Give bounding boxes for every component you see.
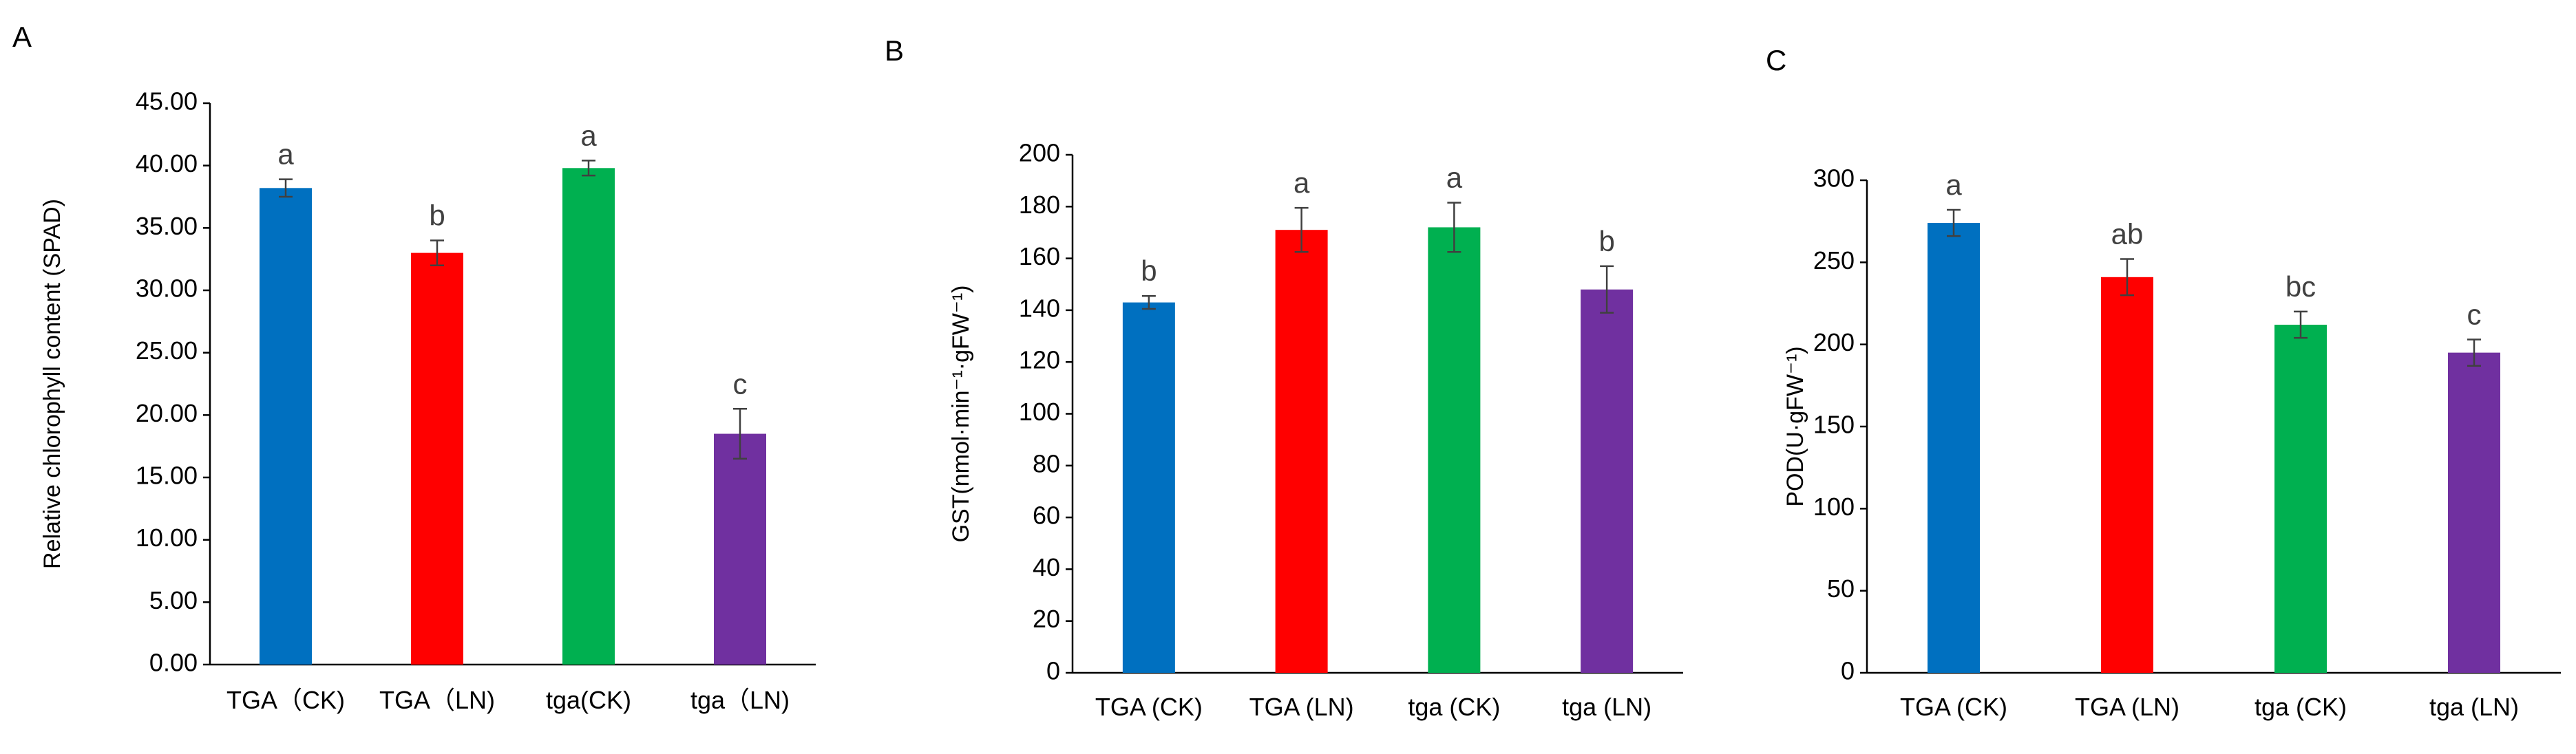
x-tick-label: tga (CK)	[2255, 693, 2347, 721]
significance-letter: b	[1598, 225, 1614, 257]
significance-letter: a	[1294, 166, 1310, 199]
y-tick-label: 200	[1019, 139, 1060, 167]
x-tick-label: TGA (LN)	[2075, 693, 2179, 721]
bar	[1928, 223, 1980, 673]
x-tick-label: tga (CK)	[1408, 693, 1500, 721]
significance-letter: c	[2467, 299, 2482, 331]
y-tick-label: 15.00	[136, 462, 198, 490]
y-tick-label: 20.00	[136, 399, 198, 427]
y-tick-label: 200	[1813, 328, 1855, 356]
panel-b: B GST(nmol·min⁻¹·gFW⁻¹) 0 20 40 60 80 100 120 1…	[885, 34, 1683, 721]
bar	[2448, 352, 2500, 673]
x-tick-label: TGA (CK)	[1900, 693, 2007, 721]
bar	[411, 252, 463, 665]
y-tick-label: 40	[1033, 553, 1060, 581]
x-tick-label: TGA（LN)	[379, 686, 495, 714]
significance-letter: a	[1446, 162, 1463, 194]
x-tick-label: TGA (CK)	[1095, 693, 1203, 721]
y-tick-label: 10.00	[136, 524, 198, 552]
y-ticks: 0.00 5.00 10.00 15.00 20.00 25.00 30.00 35.00 40…	[136, 87, 210, 677]
y-tick-label: 250	[1813, 246, 1855, 274]
y-tick-label: 120	[1019, 346, 1060, 374]
y-tick-label: 180	[1019, 191, 1060, 219]
significance-letter: a	[580, 119, 597, 151]
y-ticks: 0 20 40 60 80 100 120 140 160 180 200	[1019, 139, 1073, 685]
panel-label: C	[1766, 44, 1786, 76]
bars: a TGA（CK) b TGA（LN) a tga(CK) c tga（LN)	[226, 119, 790, 714]
panel-label: A	[12, 21, 32, 53]
significance-letter: c	[733, 367, 748, 400]
y-tick-label: 100	[1019, 398, 1060, 426]
bar	[714, 433, 766, 665]
y-tick-label: 0	[1841, 657, 1855, 685]
y-axis-label: Relative chlorophyll content (SPAD)	[39, 199, 65, 569]
bar	[2101, 277, 2153, 673]
bar	[1275, 230, 1328, 673]
y-axis-label: POD(U·gFW⁻¹)	[1782, 346, 1808, 506]
bar	[1581, 289, 1634, 673]
panel-c: C POD(U·gFW⁻¹) 0 50 100 150 200 250 300 a TGA (…	[1766, 44, 2561, 721]
bar	[260, 188, 312, 665]
y-axis-label: GST(nmol·min⁻¹·gFW⁻¹)	[948, 286, 974, 543]
bar	[562, 168, 615, 665]
y-tick-label: 35.00	[136, 212, 198, 240]
significance-letter: bc	[2285, 270, 2316, 303]
bar	[1122, 302, 1175, 674]
y-tick-label: 300	[1813, 164, 1855, 193]
y-tick-label: 60	[1033, 502, 1060, 530]
bars: a TGA (CK) ab TGA (LN) bc tga (CK) c tga (LN)	[1900, 169, 2519, 721]
bar	[2274, 325, 2327, 673]
y-tick-label: 50	[1827, 574, 1855, 603]
y-tick-label: 150	[1813, 411, 1855, 439]
x-tick-label: tga (LN)	[1562, 693, 1651, 721]
x-tick-label: tga (LN)	[2429, 693, 2519, 721]
x-tick-label: tga（LN)	[690, 686, 790, 714]
significance-letter: b	[429, 199, 445, 231]
x-tick-label: TGA (LN)	[1249, 693, 1354, 721]
y-ticks: 0 50 100 150 200 250 300	[1813, 164, 1867, 685]
y-tick-label: 25.00	[136, 336, 198, 365]
y-tick-label: 160	[1019, 242, 1060, 270]
y-tick-label: 100	[1813, 493, 1855, 521]
bars: b TGA (CK) a TGA (LN) a tga (CK) b tga (LN)	[1095, 162, 1651, 721]
y-tick-label: 0.00	[149, 649, 198, 677]
significance-letter: b	[1141, 255, 1157, 287]
y-tick-label: 5.00	[149, 586, 198, 614]
y-tick-label: 0	[1046, 657, 1060, 685]
y-tick-label: 45.00	[136, 87, 198, 116]
y-tick-label: 30.00	[136, 274, 198, 303]
y-tick-label: 140	[1019, 294, 1060, 322]
x-tick-label: TGA（CK)	[226, 686, 345, 714]
bar	[1428, 227, 1481, 673]
y-tick-label: 40.00	[136, 149, 198, 177]
panel-a: A Relative chlorophyll content (SPAD) 0.…	[12, 21, 816, 714]
y-tick-label: 20	[1033, 605, 1060, 633]
significance-letter: a	[1945, 169, 1962, 201]
panel-label: B	[885, 34, 904, 67]
significance-letter: a	[277, 138, 294, 171]
x-tick-label: tga(CK)	[546, 686, 631, 714]
y-tick-label: 80	[1033, 449, 1060, 477]
significance-letter: ab	[2111, 218, 2144, 250]
